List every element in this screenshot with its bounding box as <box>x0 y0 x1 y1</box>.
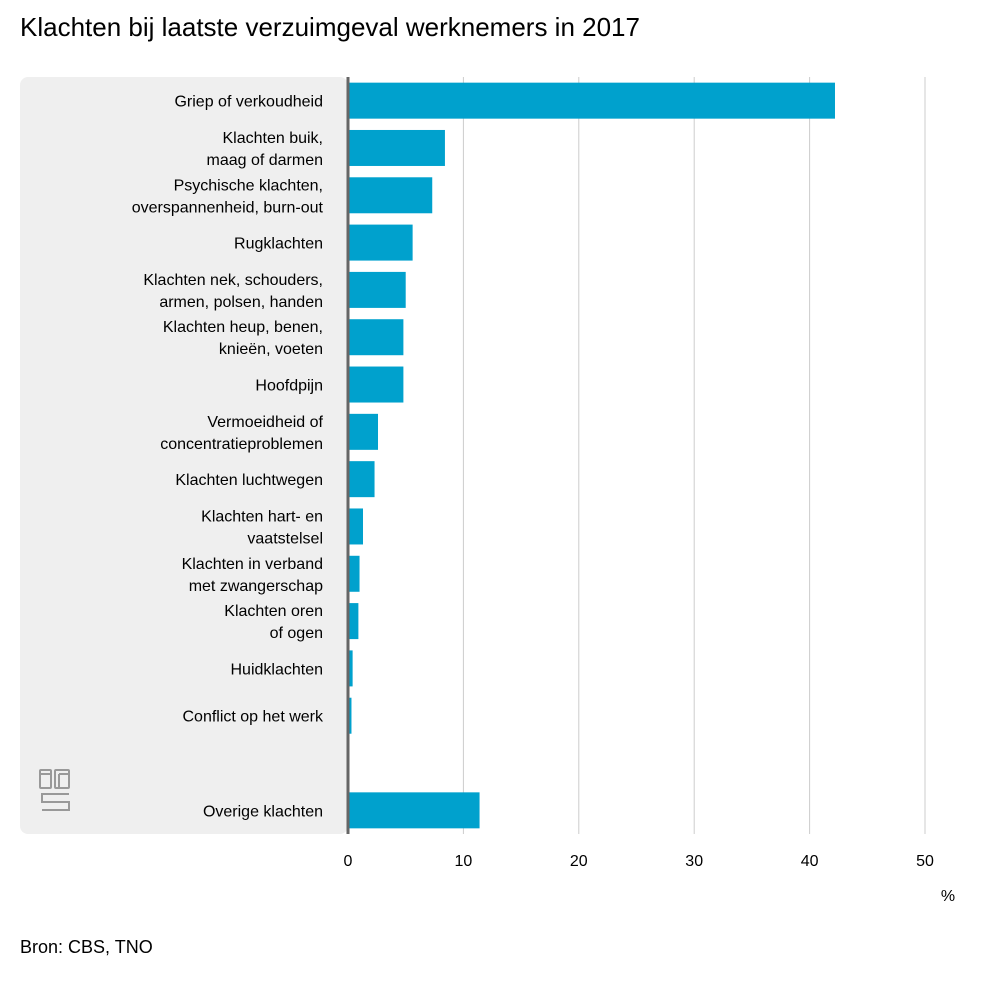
category-label: met zwangerschap <box>189 578 323 595</box>
category-label: of ogen <box>270 625 323 642</box>
bar <box>348 555 360 592</box>
category-label: overspannenheid, burn-out <box>132 199 324 216</box>
category-label: maag of darmen <box>206 152 323 169</box>
category-label: Klachten buik, <box>222 130 323 147</box>
bar <box>348 319 404 356</box>
category-label: Vermoeidheid of <box>207 414 323 431</box>
category-label: Conflict op het werk <box>182 709 324 726</box>
bar <box>348 792 480 829</box>
category-label: Rugklachten <box>234 236 323 253</box>
x-tick-label: 0 <box>344 853 353 870</box>
category-label: Klachten oren <box>224 603 323 620</box>
x-tick-label: 40 <box>801 853 819 870</box>
category-label: concentratieproblemen <box>160 436 323 453</box>
category-label: knieën, voeten <box>219 341 323 358</box>
chart-title: Klachten bij laatste verzuimgeval werkne… <box>20 12 640 42</box>
category-label: vaatstelsel <box>247 530 323 547</box>
x-tick-label: 10 <box>455 853 473 870</box>
source-note: Bron: CBS, TNO <box>20 937 153 957</box>
category-label: armen, polsen, handen <box>159 294 323 311</box>
bar <box>348 82 835 119</box>
x-tick-label: 50 <box>916 853 934 870</box>
category-label: Psychische klachten, <box>174 177 323 194</box>
bar <box>348 129 445 166</box>
x-tick-label: 20 <box>570 853 588 870</box>
category-label: Klachten in verband <box>182 556 323 573</box>
bar <box>348 650 353 687</box>
bar <box>348 413 379 450</box>
category-label: Klachten heup, benen, <box>163 319 323 336</box>
category-label: Klachten luchtwegen <box>175 472 323 489</box>
bar <box>348 697 352 734</box>
bar <box>348 603 359 640</box>
bar <box>348 177 433 214</box>
x-tick-labels: 0 10 20 30 40 50 <box>344 853 934 870</box>
bars <box>348 82 835 829</box>
category-labels: Griep of verkoudheid Klachten buik, maag o… <box>132 94 324 821</box>
gridlines <box>462 77 926 834</box>
category-label: Klachten nek, schouders, <box>143 272 323 289</box>
x-unit-label: % <box>941 888 955 905</box>
category-label: Huidklachten <box>231 661 324 678</box>
category-label: Overige klachten <box>203 803 323 820</box>
category-label: Griep of verkoudheid <box>174 94 323 111</box>
category-label: Klachten hart- en <box>201 508 323 525</box>
bar <box>348 271 406 308</box>
bar <box>348 508 364 545</box>
bar <box>348 224 413 261</box>
category-label: Hoofdpijn <box>255 378 323 395</box>
x-tick-label: 30 <box>685 853 703 870</box>
bar <box>348 461 375 498</box>
category-panel <box>20 77 348 834</box>
bar <box>348 366 404 403</box>
cbs-logo-icon <box>39 769 70 811</box>
